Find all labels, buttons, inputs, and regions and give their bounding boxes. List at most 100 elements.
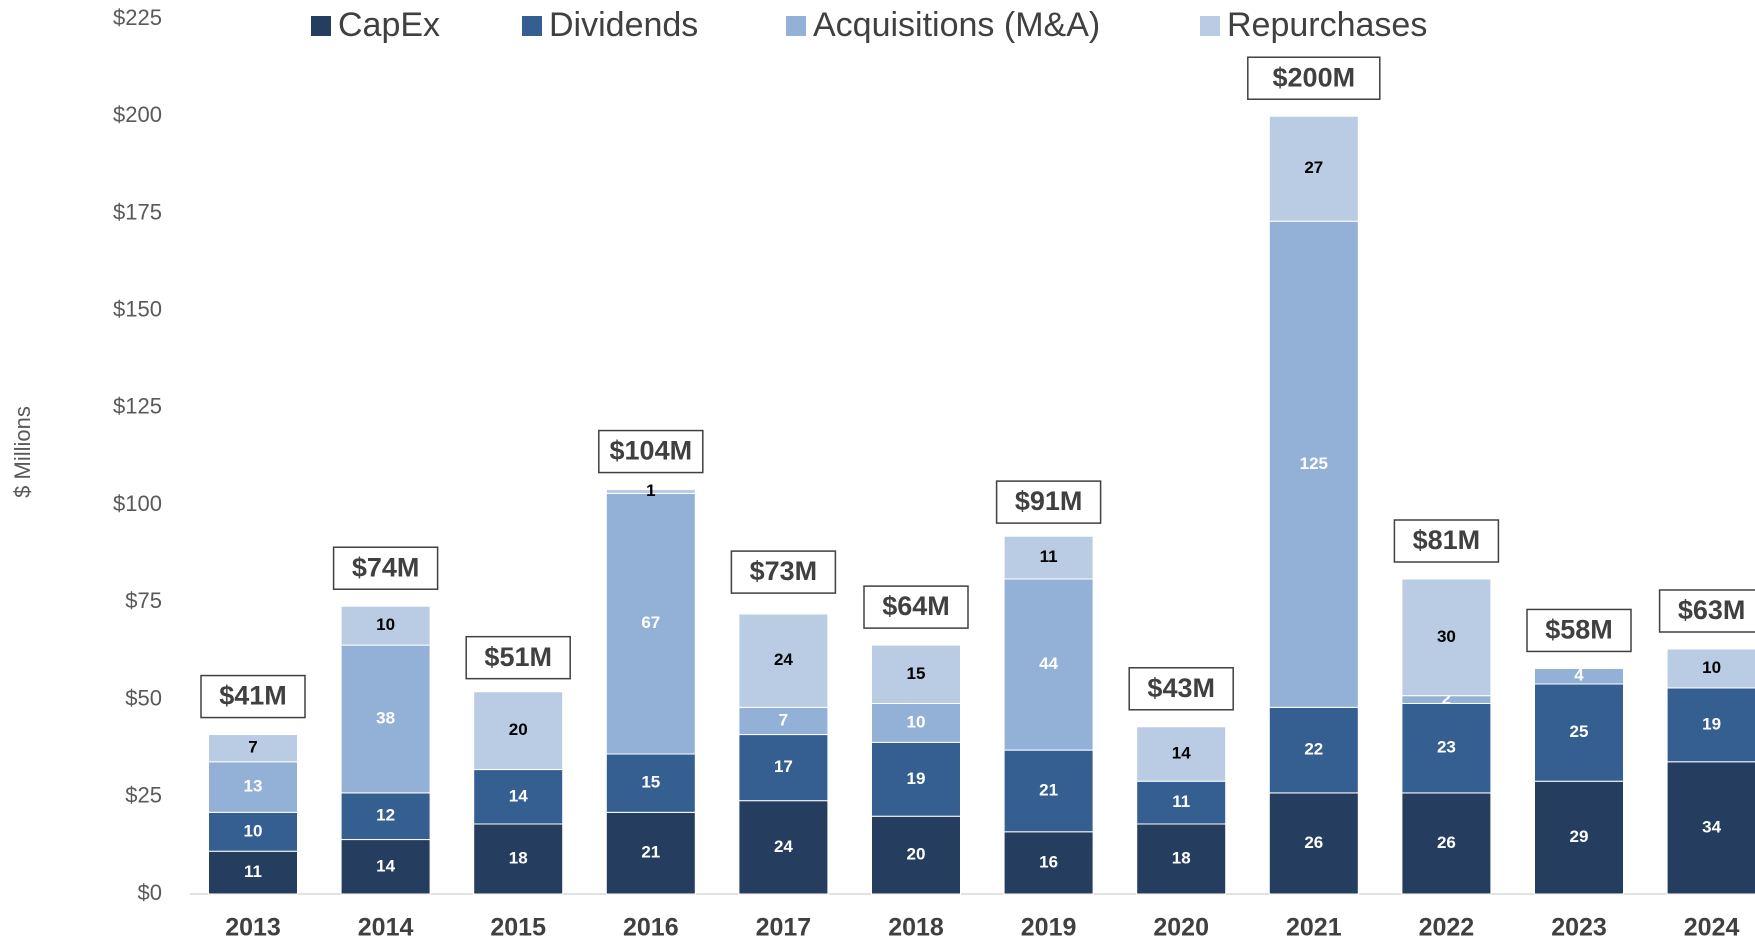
segment-label: 20 [509,720,528,739]
segment-label: 125 [1300,454,1328,473]
x-tick-label: 2020 [1153,914,1209,942]
bar-segment [605,492,696,755]
legend-label: CapEx [338,6,440,44]
bar-segment [1003,831,1094,895]
segment-label: 24 [774,650,793,669]
segment-label: 13 [244,777,263,796]
x-tick-label: 2024 [1684,914,1740,942]
bar-segment [1003,749,1094,833]
segment-label: 2 [1442,689,1451,708]
bar-segment [738,734,829,802]
segment-label: 4 [1574,666,1584,685]
segment-label: 14 [1172,743,1191,762]
bar-segment [1534,667,1624,685]
segment-label: 10 [376,615,395,634]
y-axis-label: $ Millions [10,406,35,498]
bar-segment [1268,115,1359,222]
segment-label: 18 [1172,848,1191,867]
total-box [1658,589,1755,633]
bar-segment [1401,578,1492,697]
legend-swatch [786,16,806,36]
total-box [598,429,704,474]
segment-label: 67 [641,613,660,632]
total-label: $81M [1413,525,1481,555]
bar-segment [340,644,431,794]
segment-label: 10 [1702,658,1721,677]
x-tick-label: 2016 [623,914,679,942]
bar-segment [738,800,829,895]
x-tick-label: 2014 [358,914,414,942]
legend-label: Dividends [549,6,698,44]
y-tick-label: $25 [125,783,162,808]
segment-label: 23 [1437,738,1456,757]
bar-segment [473,769,564,825]
segment-label: 34 [1702,817,1721,836]
bar-segment [1136,726,1227,782]
bar-segment [473,823,564,895]
bar-segment [738,613,829,708]
legend-label: Acquisitions (M&A) [813,6,1100,44]
segment-label: 27 [1304,158,1323,177]
bar-segment [1136,780,1227,825]
total-box [465,635,571,680]
bar-segment [1666,687,1755,763]
total-label: $43M [1147,673,1215,703]
bar-segment [1268,792,1359,895]
legend-label: Repurchases [1227,6,1427,44]
total-label: $91M [1015,486,1083,516]
total-label: $73M [750,556,818,586]
segment-label: 21 [641,843,660,862]
segment-label: 14 [376,856,395,875]
segment-label: 10 [907,712,926,731]
segment-label: 20 [907,845,926,864]
segment-label: 11 [244,862,262,881]
total-label: $200M [1273,62,1356,92]
segment-label: 19 [907,769,926,788]
segment-label: 12 [376,806,395,825]
segment-label: 17 [774,757,793,776]
total-label: $74M [352,552,420,582]
segment-label: 15 [907,664,926,683]
bar-segment [871,702,961,743]
bar-segment [340,839,431,895]
bar-segment [1401,792,1492,895]
total-box [200,674,306,719]
bar-segment [473,691,564,771]
bar-segment [605,753,696,813]
x-tick-label: 2015 [490,914,546,942]
bar-segment [1003,535,1094,580]
segment-label: 44 [1039,654,1058,673]
total-label: $64M [882,591,950,621]
x-tick-label: 2022 [1419,914,1475,942]
x-tick-label: 2023 [1551,914,1607,942]
total-label: $104M [610,436,693,466]
bar-segment [871,815,961,895]
x-tick-label: 2019 [1021,914,1077,942]
y-tick-label: $225 [113,5,162,30]
segment-label: 1 [646,481,655,500]
bar-segment [1003,578,1094,751]
bar-segment [738,706,829,736]
total-box [332,546,439,590]
bar-segment [208,734,298,763]
bar-segment [340,605,431,646]
x-tick-label: 2013 [225,914,281,942]
segment-label: 11 [1040,547,1058,566]
segment-label: 7 [779,710,788,729]
y-tick-label: $125 [113,394,162,419]
total-label: $51M [484,642,552,672]
bar-segment [1268,706,1359,794]
y-tick-label: $75 [125,588,162,613]
segment-label: 7 [248,738,257,757]
total-box [730,550,837,594]
bar-segment [208,811,298,852]
segment-label: 18 [509,848,528,867]
segment-label: 15 [641,773,660,792]
x-tick-label: 2017 [756,914,812,942]
segment-label: 26 [1304,833,1323,852]
bar-segment [340,792,431,841]
total-box [863,585,969,629]
segment-label: 11 [1172,792,1190,811]
segment-label: 25 [1570,722,1589,741]
